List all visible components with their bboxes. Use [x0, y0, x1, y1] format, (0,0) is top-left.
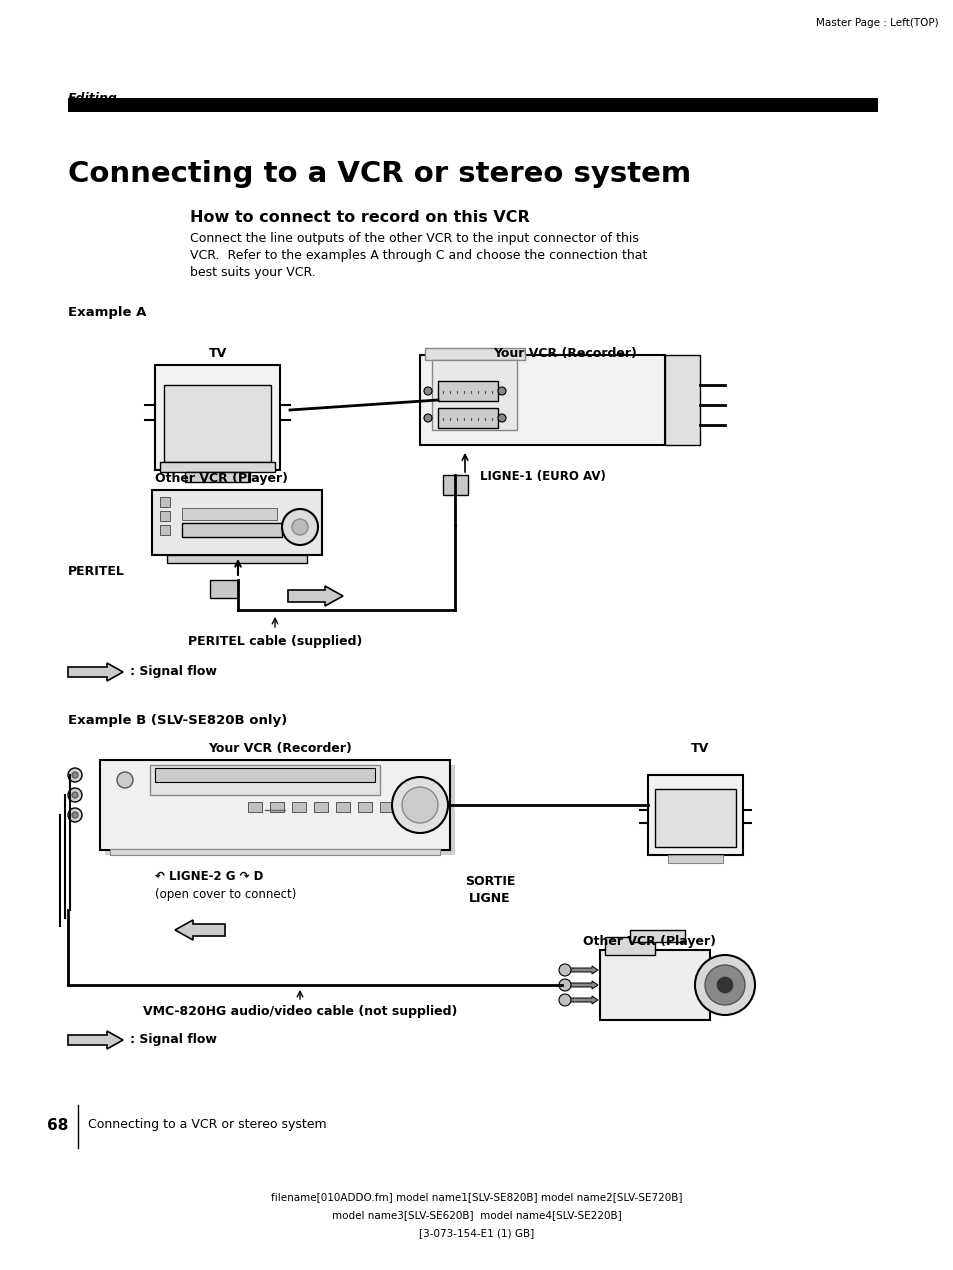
Circle shape	[558, 994, 571, 1006]
Text: model name3[SLV-SE620B]  model name4[SLV-SE220B]: model name3[SLV-SE620B] model name4[SLV-…	[332, 1210, 621, 1220]
FancyBboxPatch shape	[599, 950, 709, 1020]
Circle shape	[68, 768, 82, 782]
Circle shape	[68, 787, 82, 801]
Text: VCR.  Refer to the examples A through C and choose the connection that: VCR. Refer to the examples A through C a…	[190, 249, 647, 262]
FancyBboxPatch shape	[442, 475, 468, 495]
Text: [3-073-154-E1 (1) GB]: [3-073-154-E1 (1) GB]	[419, 1228, 534, 1238]
FancyBboxPatch shape	[335, 801, 350, 812]
FancyBboxPatch shape	[432, 359, 517, 431]
FancyArrow shape	[569, 966, 598, 974]
FancyBboxPatch shape	[152, 490, 322, 555]
FancyBboxPatch shape	[604, 937, 655, 955]
FancyBboxPatch shape	[357, 801, 372, 812]
FancyBboxPatch shape	[185, 472, 250, 483]
FancyBboxPatch shape	[164, 385, 271, 462]
FancyBboxPatch shape	[655, 789, 735, 847]
Text: Editing: Editing	[68, 91, 118, 105]
Circle shape	[423, 387, 432, 395]
FancyBboxPatch shape	[647, 775, 742, 855]
FancyBboxPatch shape	[210, 580, 237, 598]
FancyArrow shape	[569, 980, 598, 989]
Text: ↶ LIGNE-2 G ↷ D: ↶ LIGNE-2 G ↷ D	[154, 870, 263, 883]
Text: (open cover to connect): (open cover to connect)	[154, 888, 296, 900]
Circle shape	[704, 965, 744, 1005]
Text: : Signal flow: : Signal flow	[130, 665, 216, 678]
Text: Your VCR (Recorder): Your VCR (Recorder)	[208, 742, 352, 754]
Text: Example A: Example A	[68, 306, 146, 319]
Circle shape	[558, 979, 571, 991]
Text: LIGNE-1 (EURO AV): LIGNE-1 (EURO AV)	[479, 470, 605, 483]
Text: 68: 68	[47, 1118, 68, 1133]
Text: PERITEL: PERITEL	[68, 565, 125, 578]
FancyArrow shape	[68, 1031, 123, 1049]
Text: best suits your VCR.: best suits your VCR.	[190, 265, 315, 279]
FancyBboxPatch shape	[667, 855, 722, 864]
Text: Connect the line outputs of the other VCR to the input connector of this: Connect the line outputs of the other VC…	[190, 232, 639, 245]
FancyBboxPatch shape	[160, 497, 170, 507]
Text: Connecting to a VCR or stereo system: Connecting to a VCR or stereo system	[68, 160, 690, 188]
Text: SORTIE
LIGNE: SORTIE LIGNE	[464, 875, 515, 906]
Text: Other VCR (Player): Other VCR (Player)	[583, 935, 716, 947]
FancyBboxPatch shape	[292, 801, 306, 812]
FancyBboxPatch shape	[248, 801, 262, 812]
Text: Connecting to a VCR or stereo system: Connecting to a VCR or stereo system	[88, 1118, 326, 1132]
FancyArrow shape	[174, 919, 225, 940]
FancyBboxPatch shape	[100, 759, 450, 850]
FancyBboxPatch shape	[419, 356, 664, 444]
FancyBboxPatch shape	[314, 801, 328, 812]
FancyBboxPatch shape	[270, 801, 284, 812]
FancyArrow shape	[569, 996, 598, 1005]
FancyBboxPatch shape	[379, 801, 394, 812]
FancyBboxPatch shape	[182, 523, 282, 537]
FancyArrow shape	[288, 585, 343, 606]
FancyBboxPatch shape	[664, 356, 700, 444]
Text: : Signal flow: : Signal flow	[130, 1034, 216, 1046]
Circle shape	[497, 387, 505, 395]
Circle shape	[71, 812, 78, 818]
FancyBboxPatch shape	[154, 768, 375, 782]
FancyBboxPatch shape	[160, 462, 274, 472]
FancyBboxPatch shape	[160, 511, 170, 521]
Circle shape	[392, 777, 448, 833]
Text: TV: TV	[690, 742, 708, 754]
Circle shape	[282, 509, 317, 545]
FancyBboxPatch shape	[629, 930, 684, 942]
FancyBboxPatch shape	[110, 850, 439, 855]
Circle shape	[401, 787, 437, 823]
FancyBboxPatch shape	[424, 348, 524, 359]
Circle shape	[71, 792, 78, 798]
FancyBboxPatch shape	[68, 98, 877, 112]
FancyBboxPatch shape	[154, 364, 280, 470]
FancyBboxPatch shape	[437, 408, 497, 428]
Circle shape	[117, 772, 132, 787]
FancyBboxPatch shape	[150, 765, 379, 795]
Text: Other VCR (Player): Other VCR (Player)	[154, 472, 288, 485]
Text: VMC-820HG audio/video cable (not supplied): VMC-820HG audio/video cable (not supplie…	[143, 1005, 456, 1019]
FancyBboxPatch shape	[182, 508, 276, 519]
Circle shape	[717, 977, 732, 993]
Text: How to connect to record on this VCR: How to connect to record on this VCR	[190, 210, 529, 225]
Circle shape	[695, 955, 754, 1015]
Circle shape	[497, 414, 505, 422]
Circle shape	[558, 964, 571, 977]
Text: Example B (SLV-SE820B only): Example B (SLV-SE820B only)	[68, 714, 287, 726]
Text: filename[010ADDO.fm] model name1[SLV-SE820B] model name2[SLV-SE720B]: filename[010ADDO.fm] model name1[SLV-SE8…	[271, 1193, 682, 1201]
FancyArrow shape	[68, 663, 123, 681]
FancyBboxPatch shape	[437, 381, 497, 401]
Text: PERITEL cable (supplied): PERITEL cable (supplied)	[188, 635, 362, 648]
Text: Your VCR (Recorder): Your VCR (Recorder)	[493, 347, 637, 359]
Circle shape	[423, 414, 432, 422]
Circle shape	[71, 772, 78, 779]
Text: Master Page : Left(TOP): Master Page : Left(TOP)	[816, 18, 938, 28]
FancyBboxPatch shape	[160, 525, 170, 535]
Circle shape	[68, 808, 82, 822]
FancyBboxPatch shape	[105, 765, 455, 855]
Circle shape	[292, 519, 308, 535]
FancyBboxPatch shape	[167, 555, 307, 563]
Text: TV: TV	[209, 347, 227, 359]
